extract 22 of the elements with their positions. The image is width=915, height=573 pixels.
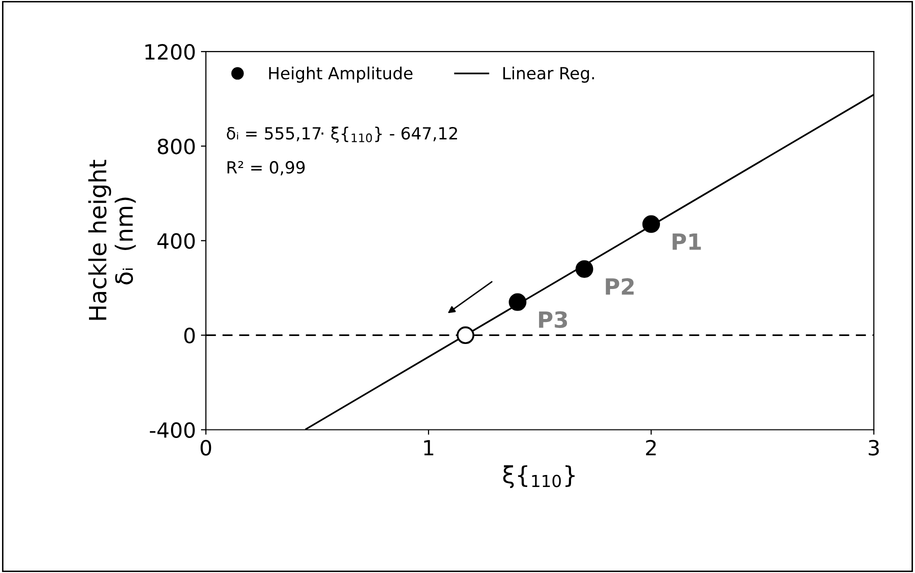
point bbox=[642, 215, 660, 233]
y-tick-label: 1200 bbox=[145, 44, 195, 60]
y-axis-title: Hackle height δᵢ (nm) bbox=[88, 160, 136, 320]
x-tick-label: 0 bbox=[200, 440, 212, 456]
x-axis-title: ξ{$_{110}$} bbox=[503, 465, 575, 488]
annotation: P3 bbox=[539, 311, 568, 328]
x-tick-label: 3 bbox=[868, 440, 879, 456]
point bbox=[508, 293, 526, 311]
annotation: R² = 0,99 bbox=[228, 161, 305, 176]
y-tick-label: 0 bbox=[184, 328, 195, 344]
point bbox=[456, 326, 474, 344]
legend-label: Linear Reg. bbox=[503, 66, 594, 83]
x-tick-label: 1 bbox=[424, 440, 434, 456]
x-tick-label: 2 bbox=[646, 440, 656, 456]
y-tick-label: -400 bbox=[150, 422, 195, 438]
y-tick-label: 800 bbox=[158, 138, 195, 154]
annotation: P2 bbox=[606, 278, 634, 295]
annotation: δᵢ = 555,17· ξ{$_{110}$} - 647,12 bbox=[226, 126, 458, 143]
y-tick-label: 400 bbox=[157, 233, 195, 249]
point bbox=[576, 260, 594, 278]
annotation: P1 bbox=[672, 233, 701, 250]
legend-label: Height Amplitude bbox=[269, 66, 412, 83]
